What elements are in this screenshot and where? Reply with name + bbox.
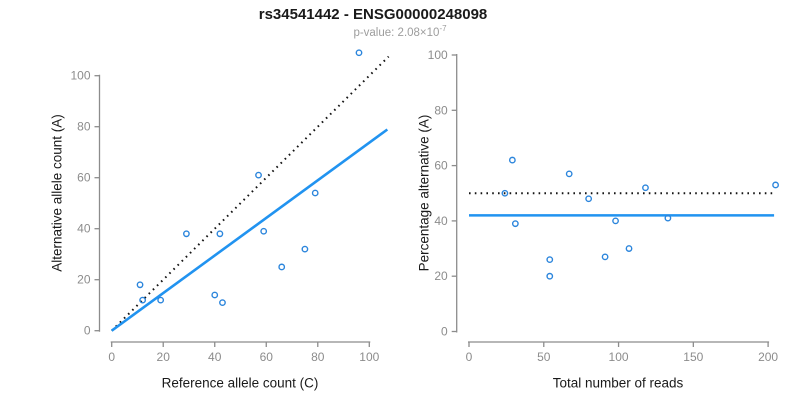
data-point (772, 181, 779, 189)
x-tick-label: 0 (466, 350, 473, 364)
y-tick-label: 60 (434, 159, 448, 173)
data-point (301, 245, 309, 253)
x-tick-label: 0 (108, 350, 115, 364)
x-tick-label: 60 (260, 350, 274, 364)
x-tick-label: 100 (359, 350, 379, 364)
y-tick-label: 40 (77, 222, 91, 236)
x-tick-label: 20 (157, 350, 171, 364)
data-point (139, 296, 147, 304)
data-point (546, 256, 554, 264)
data-point (508, 156, 516, 164)
x-tick-label: 100 (609, 350, 629, 364)
y-tick-label: 100 (428, 48, 448, 62)
data-point (278, 263, 286, 271)
data-point (565, 170, 573, 178)
data-point (157, 296, 165, 304)
left-x-axis-label: Reference allele count (C) (161, 375, 319, 391)
data-point (511, 220, 519, 228)
data-point (664, 214, 672, 222)
data-point (136, 281, 144, 289)
data-point (183, 230, 190, 238)
percentage-vs-reads-scatter: 0 50 100 150 200 0 20 40 60 80 100 (428, 48, 779, 364)
y-tick-label: 0 (441, 325, 448, 339)
x-tick-label: 40 (208, 350, 222, 364)
data-point (260, 227, 268, 235)
regression-line (110, 128, 389, 332)
figure-subtitle: p-value: 2.08×10-7 (353, 24, 446, 39)
data-point (355, 49, 363, 57)
data-point (255, 171, 262, 179)
x-tick-label: 50 (537, 350, 551, 364)
x-tick-label: 150 (683, 350, 703, 364)
x-tick-label: 200 (758, 350, 778, 364)
data-point (311, 189, 319, 197)
left-y-axis-label: Alternative allele count (A) (49, 114, 65, 272)
y-tick-label: 20 (434, 269, 448, 283)
data-point (612, 217, 619, 225)
data-point (625, 245, 633, 252)
x-tick-label: 80 (311, 350, 325, 364)
right-y-axis-label: Percentage alternative (A) (416, 114, 432, 272)
pvalue-exponent: -7 (439, 24, 447, 33)
right-x-axis-label: Total number of reads (552, 375, 684, 391)
pvalue-text: p-value: 2.08×10 (353, 26, 440, 39)
data-point (601, 253, 609, 261)
data-point (546, 272, 554, 280)
y-tick-label: 100 (70, 69, 90, 83)
y-tick-label: 40 (434, 214, 448, 228)
y-tick-label: 20 (77, 273, 91, 287)
allele-counts-scatter: 0 20 40 60 80 100 0 20 40 60 80 100 (70, 49, 390, 364)
data-point (585, 195, 593, 203)
data-point (642, 184, 649, 192)
figure-title: rs34541442 - ENSG00000248098 (258, 6, 488, 23)
y-tick-label: 60 (77, 171, 91, 185)
y-tick-label: 80 (434, 103, 448, 117)
identity-line (110, 55, 390, 332)
y-tick-label: 0 (84, 324, 91, 338)
data-point (216, 230, 224, 238)
data-point (219, 299, 226, 307)
y-tick-label: 80 (77, 120, 91, 134)
data-point (211, 291, 219, 299)
data-point (501, 189, 509, 197)
